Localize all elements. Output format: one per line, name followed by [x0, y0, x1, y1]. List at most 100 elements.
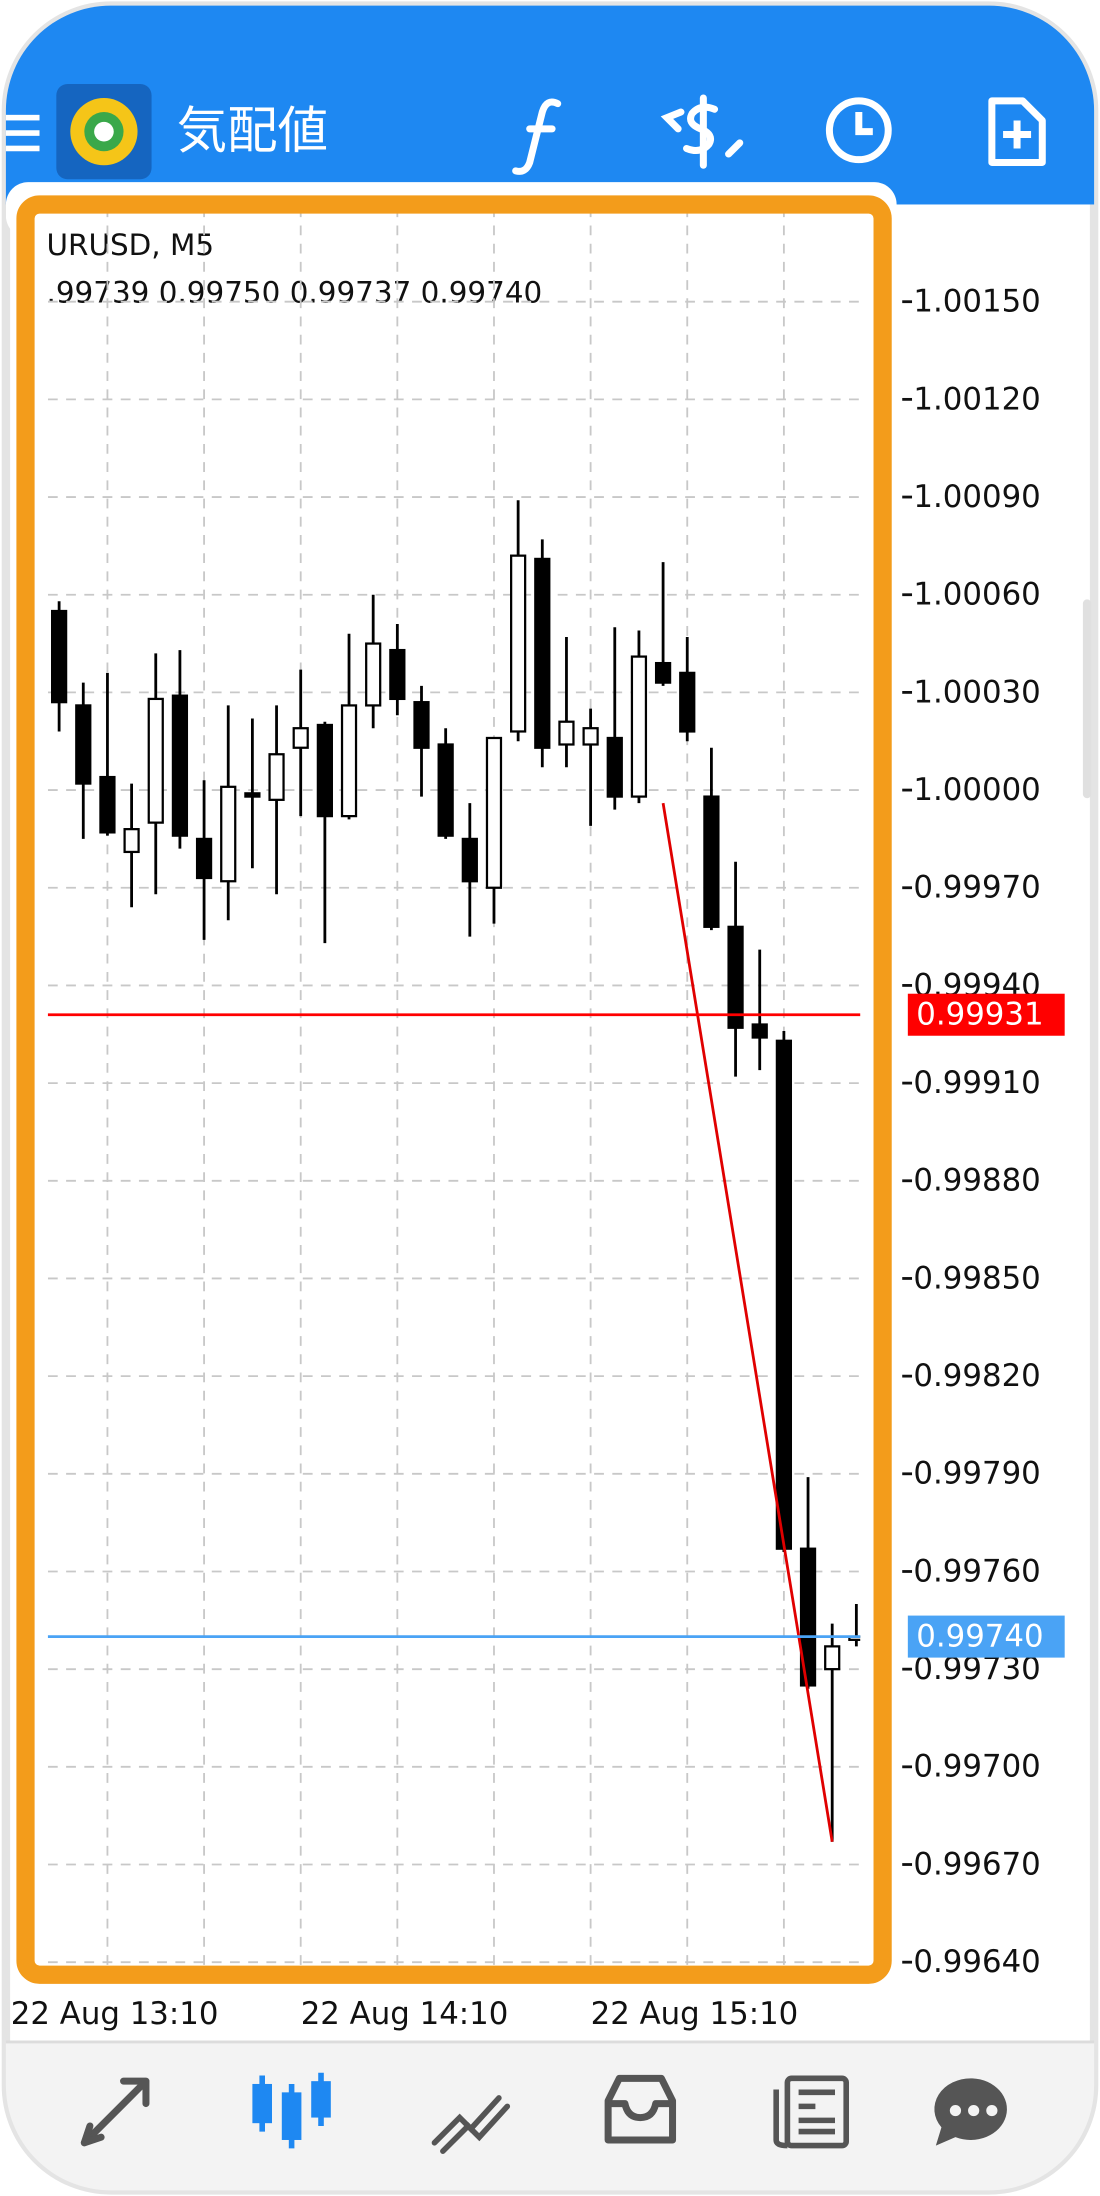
y-tick-label: 0.99970: [913, 870, 1040, 906]
history-icon[interactable]: [825, 97, 892, 164]
price-lines: [47, 1013, 861, 1639]
file-outline: [988, 97, 1046, 166]
candle-body: [365, 642, 382, 707]
y-tick-label: 0.99640: [913, 1944, 1040, 1980]
candle-body: [340, 704, 358, 818]
nav-quotes[interactable]: [80, 2077, 150, 2147]
clock-face: [825, 97, 892, 164]
y-tick-label: 1.00030: [913, 674, 1040, 710]
nav-paper-lines: [773, 2089, 836, 2149]
y-tick-label: 0.99910: [913, 1065, 1040, 1101]
y-tick-label: 1.00060: [913, 577, 1040, 613]
candle-body: [485, 736, 503, 889]
nav-tray-slot: [608, 2100, 673, 2122]
candle-body: [389, 648, 406, 701]
app-logo[interactable]: [56, 84, 152, 180]
chart-ohlc: .99739 0.99750 0.99737 0.99740: [47, 276, 543, 310]
nav-dot: [949, 2104, 962, 2117]
candle-body: [534, 557, 551, 749]
nav-history[interactable]: [604, 2074, 677, 2144]
candle-body: [461, 837, 478, 883]
highlight-frame: [16, 195, 892, 1984]
candle-body: [147, 697, 164, 824]
candle-body: [171, 694, 189, 837]
menu-bar: [5, 130, 40, 136]
x-grid: [106, 207, 785, 1982]
price-label: 0.99931: [916, 997, 1043, 1033]
nav-dot: [968, 2104, 980, 2117]
menu-icon[interactable]: [5, 114, 40, 152]
candle-body: [123, 828, 140, 854]
candle-body: [630, 655, 648, 798]
trend-line: [661, 802, 834, 1842]
nav-line-1: [431, 2095, 502, 2146]
y-tick-label: 0.99880: [913, 1163, 1040, 1199]
candle-body: [654, 661, 672, 684]
x-tick-label: 22 Aug 13:10: [11, 1996, 219, 2032]
nav-trade[interactable]: [431, 2095, 511, 2154]
arrow-left: [660, 108, 685, 133]
arrow-right: [725, 139, 744, 158]
candle-body: [582, 727, 599, 746]
scrollbar: [1082, 599, 1092, 799]
x-tick-label: 22 Aug 15:10: [591, 1996, 799, 2032]
nav-news[interactable]: [773, 2075, 850, 2149]
y-tick-label: 0.99670: [913, 1846, 1040, 1882]
candle-body: [510, 554, 527, 733]
menu-bar: [5, 114, 40, 121]
y-tick-label: 1.00150: [913, 284, 1040, 320]
y-tick-label: 0.99850: [913, 1260, 1040, 1296]
y-tick-label: 0.99700: [913, 1749, 1040, 1785]
y-tick-label: 0.99820: [913, 1358, 1040, 1394]
clock-hands: [855, 112, 873, 136]
menu-bar: [5, 145, 40, 152]
nav-chart[interactable]: [252, 2072, 331, 2149]
candle-body: [558, 720, 575, 746]
candle-body: [413, 701, 430, 749]
candle-body: [606, 736, 623, 798]
y-tick-label: 1.00090: [913, 479, 1040, 515]
nav-line-2: [440, 2103, 511, 2154]
candle-body: [824, 1645, 841, 1671]
price-label: 0.99740: [916, 1619, 1043, 1655]
bottom-nav: [5, 2041, 1095, 2191]
nav-dot: [986, 2104, 998, 2117]
candle-body: [727, 925, 744, 1029]
y-tick-label: 1.00120: [913, 381, 1040, 417]
y-tick-label: 1.00000: [913, 772, 1040, 808]
candle-body: [220, 785, 237, 883]
candle-body: [679, 671, 696, 733]
nav-arrow-down: [80, 2122, 105, 2147]
chart: URUSD, M5 .99739 0.99750 0.99737 0.99740…: [11, 207, 1065, 2032]
candle-body: [195, 837, 213, 880]
x-tick-label: 22 Aug 14:10: [301, 1996, 509, 2032]
candles: [50, 500, 861, 1842]
y-tick-label: 0.99760: [913, 1553, 1040, 1589]
nav-arrow-up: [80, 2077, 150, 2147]
nav-chat[interactable]: [934, 2078, 1007, 2146]
candle-body: [703, 795, 720, 928]
trade-icon[interactable]: [660, 94, 744, 169]
plot-area: [47, 207, 861, 1982]
chart-symbol: URUSD, M5: [47, 228, 215, 262]
price-label-box: [907, 1615, 1065, 1658]
new-order-icon[interactable]: [988, 97, 1046, 166]
file-plus: [1003, 120, 1032, 149]
candle-body: [244, 792, 261, 798]
price-label-box: [907, 993, 1065, 1036]
candle-body: [50, 609, 68, 704]
nav-paper: [784, 2075, 850, 2149]
candle-body: [292, 727, 309, 749]
candle-body: [268, 753, 285, 801]
logo-dot: [94, 121, 114, 142]
candle-body: [75, 704, 92, 785]
candle-body: [99, 775, 116, 834]
app-title: 気配値: [177, 101, 328, 160]
candle-body: [316, 723, 333, 818]
candle-body: [751, 1023, 768, 1039]
indicator-icon[interactable]: [512, 98, 562, 175]
candle-body: [437, 743, 454, 837]
candle-body: [775, 1039, 793, 1550]
